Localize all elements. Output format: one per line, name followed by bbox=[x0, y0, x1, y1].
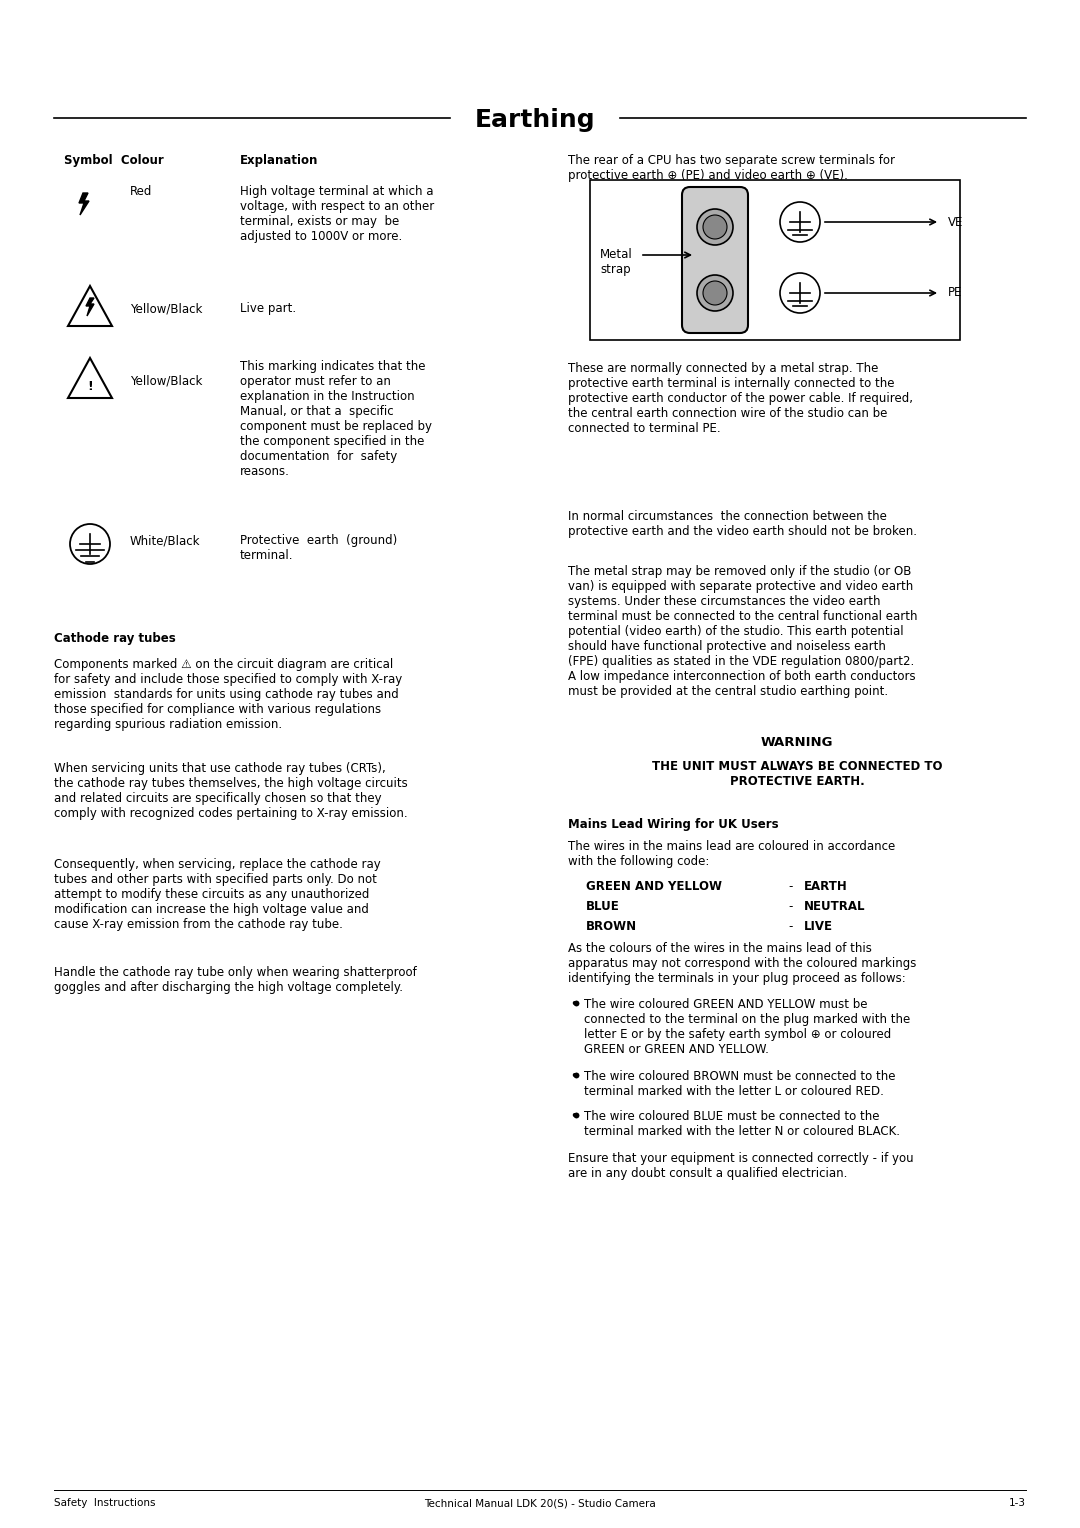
Text: VE: VE bbox=[948, 215, 963, 229]
Circle shape bbox=[697, 275, 733, 312]
Text: High voltage terminal at which a
voltage, with respect to an other
terminal, exi: High voltage terminal at which a voltage… bbox=[240, 185, 434, 243]
Text: White/Black: White/Black bbox=[130, 533, 201, 547]
Text: -: - bbox=[788, 880, 793, 892]
Text: As the colours of the wires in the mains lead of this
apparatus may not correspo: As the colours of the wires in the mains… bbox=[568, 941, 916, 986]
Text: •: • bbox=[570, 1109, 577, 1123]
Bar bbox=[590, 180, 960, 341]
Text: Protective  earth  (ground)
terminal.: Protective earth (ground) terminal. bbox=[240, 533, 397, 562]
Text: Cathode ray tubes: Cathode ray tubes bbox=[54, 633, 176, 645]
Text: •: • bbox=[570, 1070, 577, 1083]
Text: Red: Red bbox=[130, 185, 152, 199]
Text: When servicing units that use cathode ray tubes (CRTs),
the cathode ray tubes th: When servicing units that use cathode ra… bbox=[54, 762, 408, 821]
Text: -: - bbox=[788, 920, 793, 934]
FancyBboxPatch shape bbox=[681, 186, 748, 333]
Text: Technical Manual LDK 20(S) - Studio Camera: Technical Manual LDK 20(S) - Studio Came… bbox=[424, 1497, 656, 1508]
Text: -: - bbox=[788, 900, 793, 914]
Text: Live part.: Live part. bbox=[240, 303, 296, 315]
Text: THE UNIT MUST ALWAYS BE CONNECTED TO
PROTECTIVE EARTH.: THE UNIT MUST ALWAYS BE CONNECTED TO PRO… bbox=[651, 759, 942, 788]
Text: WARNING: WARNING bbox=[760, 736, 834, 749]
Circle shape bbox=[703, 281, 727, 306]
Text: Yellow/Black: Yellow/Black bbox=[130, 374, 202, 387]
Text: Ensure that your equipment is connected correctly - if you
are in any doubt cons: Ensure that your equipment is connected … bbox=[568, 1152, 914, 1180]
Text: Metal
strap: Metal strap bbox=[600, 248, 633, 277]
Text: Components marked ⚠ on the circuit diagram are critical
for safety and include t: Components marked ⚠ on the circuit diagr… bbox=[54, 659, 402, 730]
Text: BROWN: BROWN bbox=[586, 920, 637, 934]
Text: Explanation: Explanation bbox=[240, 154, 319, 167]
Text: In normal circumstances  the connection between the
protective earth and the vid: In normal circumstances the connection b… bbox=[568, 510, 917, 538]
Text: Safety  Instructions: Safety Instructions bbox=[54, 1497, 156, 1508]
Text: NEUTRAL: NEUTRAL bbox=[804, 900, 865, 914]
Text: •: • bbox=[570, 998, 577, 1012]
Text: The wire coloured GREEN AND YELLOW must be
connected to the terminal on the plug: The wire coloured GREEN AND YELLOW must … bbox=[584, 998, 910, 1056]
Text: The rear of a CPU has two separate screw terminals for
protective earth ⊕ (PE) a: The rear of a CPU has two separate screw… bbox=[568, 154, 895, 182]
Text: BLUE: BLUE bbox=[586, 900, 620, 914]
Polygon shape bbox=[86, 298, 94, 316]
Text: Consequently, when servicing, replace the cathode ray
tubes and other parts with: Consequently, when servicing, replace th… bbox=[54, 859, 381, 931]
Polygon shape bbox=[79, 193, 89, 215]
Text: Mains Lead Wiring for UK Users: Mains Lead Wiring for UK Users bbox=[568, 817, 779, 831]
Text: The wire coloured BLUE must be connected to the
terminal marked with the letter : The wire coloured BLUE must be connected… bbox=[584, 1109, 900, 1138]
Text: GREEN AND YELLOW: GREEN AND YELLOW bbox=[586, 880, 723, 892]
Text: EARTH: EARTH bbox=[804, 880, 848, 892]
Text: LIVE: LIVE bbox=[804, 920, 833, 934]
Text: Earthing: Earthing bbox=[475, 108, 595, 131]
Text: !: ! bbox=[87, 379, 93, 393]
Circle shape bbox=[703, 215, 727, 238]
Text: Symbol  Colour: Symbol Colour bbox=[64, 154, 164, 167]
Text: The metal strap may be removed only if the studio (or OB
van) is equipped with s: The metal strap may be removed only if t… bbox=[568, 565, 918, 698]
Text: The wires in the mains lead are coloured in accordance
with the following code:: The wires in the mains lead are coloured… bbox=[568, 840, 895, 868]
Circle shape bbox=[697, 209, 733, 244]
Text: 1-3: 1-3 bbox=[1009, 1497, 1026, 1508]
Text: These are normally connected by a metal strap. The
protective earth terminal is : These are normally connected by a metal … bbox=[568, 362, 913, 435]
Text: Handle the cathode ray tube only when wearing shatterproof
goggles and after dis: Handle the cathode ray tube only when we… bbox=[54, 966, 417, 995]
Text: The wire coloured BROWN must be connected to the
terminal marked with the letter: The wire coloured BROWN must be connecte… bbox=[584, 1070, 895, 1099]
Text: PE: PE bbox=[948, 287, 962, 299]
Text: Yellow/Black: Yellow/Black bbox=[130, 303, 202, 315]
Text: This marking indicates that the
operator must refer to an
explanation in the Ins: This marking indicates that the operator… bbox=[240, 361, 432, 478]
